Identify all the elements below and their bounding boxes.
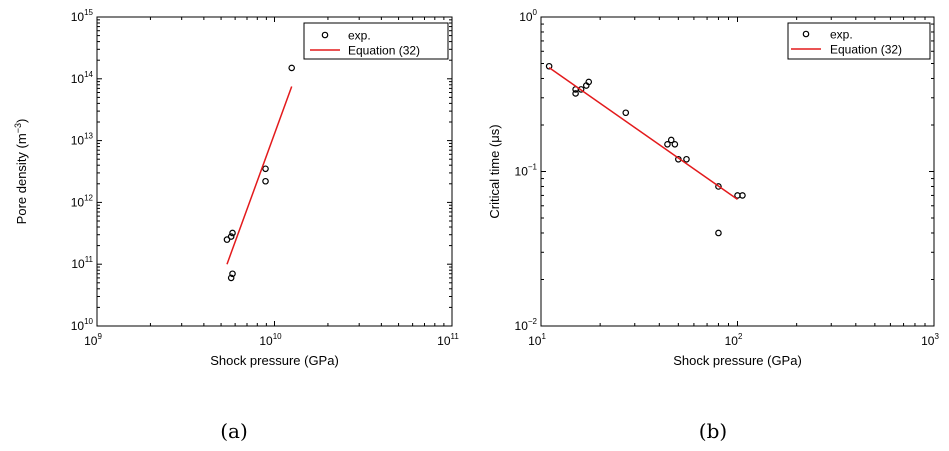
chart-a-y-axis-label-close: ) (14, 119, 29, 123)
chart-a-y-axis-label: Pore density (m−3) (13, 119, 29, 225)
chart-b-y-tick-label-base: 10 (519, 10, 533, 24)
chart-b-data-point (671, 140, 679, 148)
chart-a-y-tick-label-exponent: 11 (85, 255, 94, 264)
chart-b-legend-eq-label: Equation (32) (830, 43, 902, 57)
chart-b-data-point (585, 78, 593, 86)
chart-b-x-axis-label: Shock pressure (GPa) (673, 353, 802, 368)
chart-a-plot-frame (96, 16, 453, 327)
chart-a-legend: exp. Equation (32) (303, 22, 449, 60)
chart-a-y-tick-label-base: 10 (71, 134, 85, 148)
chart-a-data-point (262, 177, 269, 185)
chart-a-data-point (223, 236, 231, 243)
chart-b-data-point (683, 155, 690, 163)
chart-a-data-point (262, 165, 269, 173)
chart-a-legend-eq-label: Equation (32) (348, 44, 420, 58)
chart-a-x-tick-label-exponent: 9 (97, 332, 102, 341)
chart-b-data-point (739, 192, 746, 199)
chart-b-x-tick-label-exponent: 2 (738, 332, 743, 341)
chart-b-data-point (715, 183, 722, 190)
chart-a-y-tick-label-exponent: 14 (84, 70, 93, 79)
chart-b-x-tick-label-exponent: 3 (934, 332, 939, 341)
chart-b-x-tick-label: 103 (921, 332, 939, 348)
chart-a-y-tick-label-exponent: 13 (84, 132, 93, 141)
chart-b-y-tick-label-exponent: −1 (528, 163, 538, 172)
chart-a-marks (223, 64, 296, 282)
chart-a-y-tick-label: 1013 (71, 132, 94, 148)
chart-b-data-point (545, 62, 553, 70)
chart-b-y-tick-label: 100 (519, 8, 537, 24)
chart-b-panel-label: (b) (699, 419, 727, 443)
chart-a-data-point (227, 274, 235, 282)
chart-a-x-tick-label-exponent: 10 (273, 332, 282, 341)
chart-b-y-axis-label-main: Critical time (μs) (487, 124, 502, 218)
chart-a-y-tick-label-base: 10 (71, 72, 85, 86)
chart-b-plot-frame (540, 16, 935, 327)
chart-b-x-tick-label: 101 (528, 332, 546, 348)
chart-a-x-axis-label: Shock pressure (GPa) (210, 353, 339, 368)
chart-b-data-point (577, 86, 585, 93)
chart-a-y-tick-label-exponent: 12 (84, 193, 93, 202)
chart-a-data-point (227, 233, 235, 240)
chart-a-legend-exp-marker (321, 31, 329, 39)
chart-b-y-tick-label-base: 10 (515, 165, 529, 179)
chart-b-legend: exp. Equation (32) (787, 22, 931, 60)
chart-b-y-tick-label: 10−1 (515, 163, 538, 179)
chart-a-fit-line (226, 86, 293, 265)
chart-a-panel-label: (a) (220, 419, 248, 443)
chart-a-y-tick-label-base: 10 (71, 195, 85, 209)
chart-b-legend-box (787, 22, 931, 60)
chart-a-y-tick-label: 1011 (71, 255, 93, 271)
chart-a-legend-exp-label: exp. (348, 29, 371, 43)
chart-b-x-tick-label-base: 10 (725, 334, 739, 348)
chart-a-x-tick-label: 1011 (437, 332, 459, 348)
chart-a-x-tick-label-base: 10 (259, 334, 273, 348)
chart-b-x-tick-label-base: 10 (528, 334, 542, 348)
chart-a-x-tick-label: 109 (84, 332, 102, 348)
chart-a-y-tick-label: 1012 (71, 193, 94, 209)
chart-b-data-point (715, 229, 722, 237)
chart-b-y-tick-label: 10−2 (515, 317, 538, 333)
chart-a-y-tick-label-exponent: 15 (84, 8, 93, 17)
chart-a-legend-box (303, 22, 449, 60)
chart-b-marks (545, 62, 746, 237)
chart-a-y-tick-label: 1010 (71, 317, 94, 333)
chart-b-x-tick-label-exponent: 1 (541, 332, 546, 341)
chart-a-y-tick-label-base: 10 (71, 257, 85, 271)
chart-a-y-tick-label-exponent: 10 (84, 317, 93, 326)
chart-b-y-tick-label-exponent: −2 (528, 317, 538, 326)
chart-a-x-tick-label-exponent: 11 (451, 332, 460, 341)
chart-b-y-axis-label: Critical time (μs) (487, 124, 502, 218)
chart-a-y-tick-label: 1015 (71, 8, 94, 24)
chart-b-data-point (572, 90, 579, 97)
chart-a-x-tick-label-base: 10 (437, 334, 451, 348)
chart-a-data-point (288, 64, 296, 72)
chart-a-data-point (229, 229, 236, 237)
chart-a-y-tick-label-base: 10 (71, 10, 85, 24)
chart-b-y-tick-label-base: 10 (515, 319, 529, 333)
chart-a-data-point (229, 270, 236, 278)
chart-b-legend-exp-marker (802, 30, 810, 38)
chart-b-y-tick-label-exponent: 0 (533, 8, 538, 17)
chart-b-legend-exp-label: exp. (830, 28, 853, 42)
chart-b-data-point (667, 136, 675, 144)
chart-b-data-point (664, 140, 671, 148)
chart-b-data-point (622, 109, 630, 117)
chart-a-x-tick-label-base: 10 (84, 334, 98, 348)
chart-b-fit-line (548, 67, 738, 200)
chart-a-y-tick-label-base: 10 (71, 319, 85, 333)
chart-b-x-tick-label: 102 (725, 332, 743, 348)
chart-a-y-axis-label-sup: −3 (13, 123, 23, 133)
chart-b-x-tick-label-base: 10 (921, 334, 935, 348)
chart-a-x-tick-label: 1010 (259, 332, 282, 348)
chart-a-y-tick-label: 1014 (71, 70, 94, 86)
chart-a-y-axis-label-main: Pore density (m (14, 133, 29, 224)
